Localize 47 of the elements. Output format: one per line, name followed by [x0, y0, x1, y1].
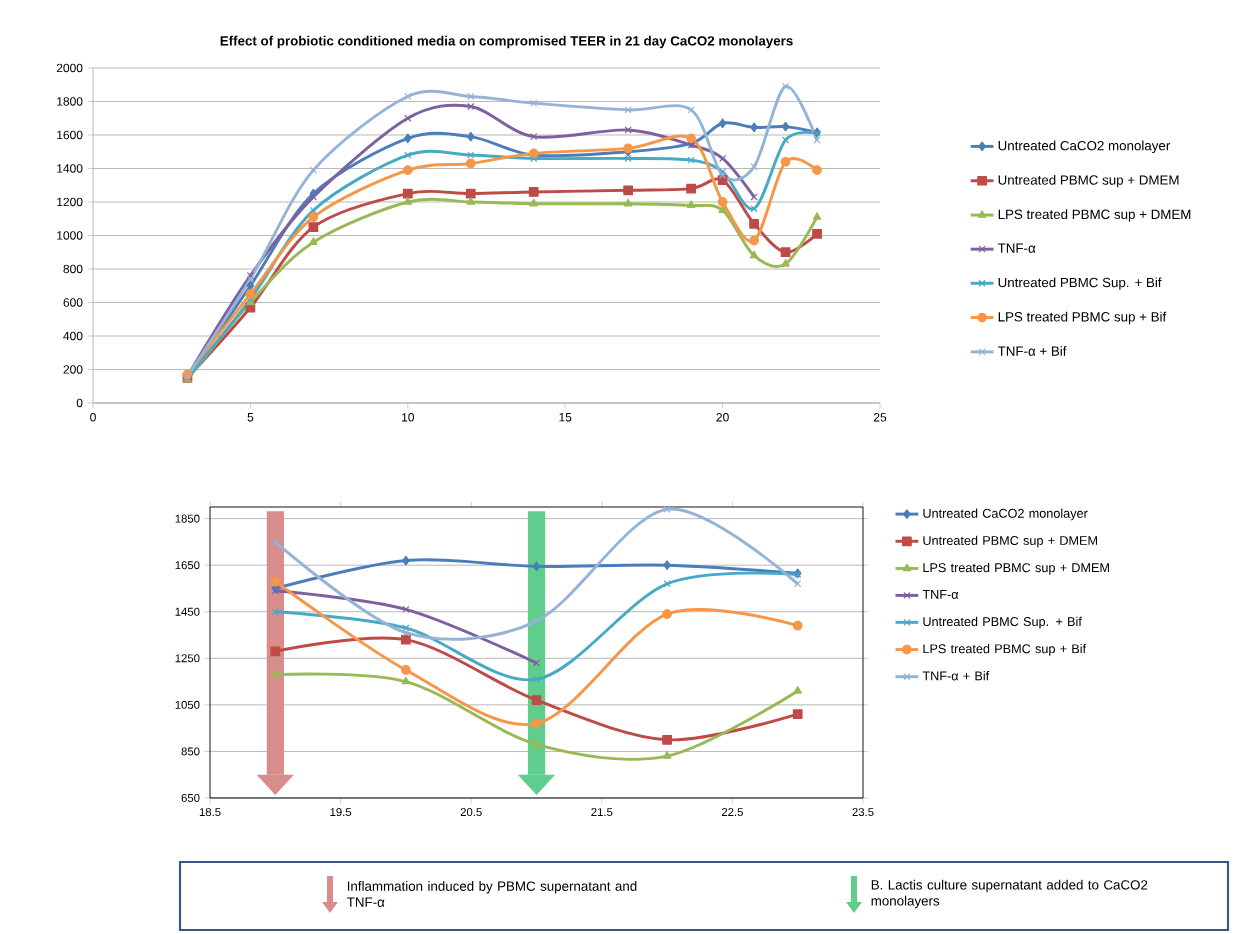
y-tick-label: 1650: [175, 561, 200, 570]
legend-label: B. Lactis culture supernatant added to CaCO2 monolayers: [871, 879, 1148, 909]
y-tick-label: 1400: [57, 164, 83, 173]
y-tick-label: 2000: [56, 63, 83, 73]
legend-label: Inflammation induced by PBMC supernatant and TNF-α: [347, 881, 637, 907]
x-tick-label: 15: [559, 413, 572, 422]
legend-label: LPS treated PBMC sup + Bif: [998, 311, 1167, 325]
y-tick-label: 1050: [175, 700, 200, 709]
x-tick-label: 20: [716, 413, 729, 422]
legend-label: LPS treated PBMC sup + Bif: [923, 643, 1087, 656]
legend-label: LPS treated PBMC sup + DMEM: [923, 562, 1109, 575]
legend-label: TNF-α + Bif: [922, 671, 990, 681]
x-tick-label: 10: [402, 413, 415, 422]
y-tick-label: 1000: [57, 231, 83, 240]
y-tick-label: 1600: [57, 130, 83, 140]
legend-label: Untreated CaCO2 monolayer: [998, 140, 1171, 154]
y-tick-label: 0: [76, 398, 83, 408]
x-tick-label: 18.5: [199, 808, 221, 817]
x-tick-label: 19.5: [330, 808, 352, 817]
x-tick-label: 21.5: [591, 808, 613, 817]
y-tick-label: 200: [63, 365, 83, 374]
legend-label: Untreated PBMC Sup. + Bif: [998, 277, 1162, 290]
x-tick-label: 5: [247, 413, 254, 422]
y-tick-label: 650: [181, 793, 200, 802]
chart-title: Effect of probiotic conditioned media on compromised TEER in 21 day CaCO2 monolayers: [220, 35, 793, 49]
x-tick-label: 0: [90, 413, 96, 422]
y-tick-label: 1200: [57, 197, 83, 207]
legend-label: LPS treated PBMC sup + DMEM: [998, 209, 1191, 222]
y-tick-label: 1850: [175, 514, 200, 523]
y-tick-label: 850: [181, 747, 200, 756]
y-tick-label: 600: [63, 298, 83, 307]
x-tick-label: 25: [873, 413, 887, 422]
x-tick-label: 23.5: [852, 808, 874, 817]
y-tick-label: 400: [63, 331, 83, 341]
x-tick-label: 20.5: [460, 808, 482, 817]
y-tick-label: 1450: [175, 607, 200, 616]
legend-label: Untreated PBMC sup + DMEM: [998, 174, 1179, 188]
y-tick-label: 1800: [57, 97, 83, 106]
legend-label: Untreated PBMC Sup. + Bif: [923, 616, 1082, 629]
x-tick-label: 22.5: [721, 808, 743, 817]
legend-label: Untreated PBMC sup + DMEM: [923, 535, 1097, 548]
legend-label: TNF-α + Bif: [997, 346, 1067, 356]
legend-label: TNF-α: [922, 590, 959, 599]
y-tick-label: 1250: [175, 654, 200, 663]
y-tick-label: 800: [63, 264, 83, 274]
legend-label: Untreated CaCO2 monolayer: [923, 508, 1088, 521]
legend-label: TNF-α: [997, 243, 1036, 253]
